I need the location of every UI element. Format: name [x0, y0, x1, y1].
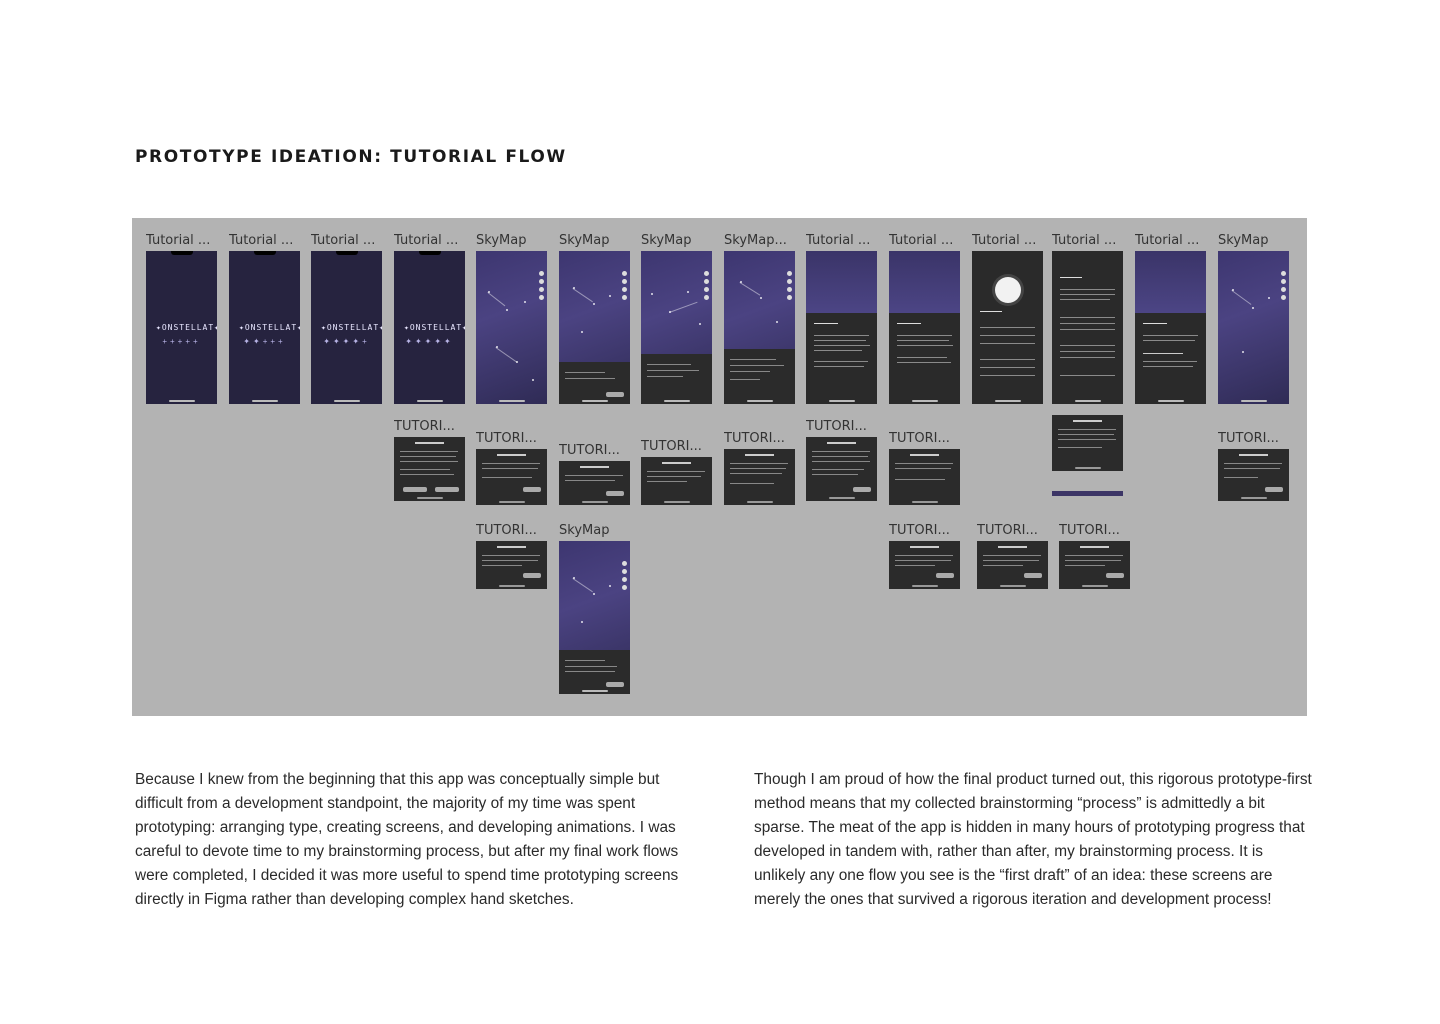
tutorial-card: [1218, 449, 1289, 501]
tutorial-card: [559, 461, 630, 505]
frame-label: TUTORI...: [724, 431, 785, 446]
frame-label: Tutorial ...: [972, 233, 1037, 248]
frame-label: TUTORI...: [1059, 523, 1120, 538]
splash-screen: ✦ONSTELLAT✦ +++++: [146, 251, 217, 404]
frame-label: TUTORI...: [476, 523, 537, 538]
frame-label: SkyMap: [476, 233, 527, 248]
frame-label: SkyMap...: [724, 233, 787, 248]
frame-label: TUTORI...: [806, 419, 867, 434]
frame-label: TUTORI...: [641, 439, 702, 454]
end-tutorial-card: [889, 541, 960, 589]
frame-label: Tutorial ...: [394, 233, 459, 248]
tutorial-card: [476, 449, 547, 505]
frame-label: Tutorial ...: [889, 233, 954, 248]
skymap-screen: [724, 251, 795, 404]
tutorial-card: [724, 449, 795, 505]
frame-label: Tutorial ...: [1135, 233, 1200, 248]
skymap-screen: [476, 251, 547, 404]
end-tutorial-card: [977, 541, 1048, 589]
frame-label: Tutorial ...: [229, 233, 294, 248]
star-attributes-screen: [1052, 251, 1123, 404]
frame-label: SkyMap: [641, 233, 692, 248]
constellation-detail-screen: [806, 251, 877, 404]
tutorial-card: [1052, 415, 1123, 471]
splash-screen: ✦ONSTELLAT✦ ✦✦+++: [229, 251, 300, 404]
end-tutorial-card: [1059, 541, 1130, 589]
frame-label: TUTORI...: [1218, 431, 1279, 446]
tutorial-card: [641, 457, 712, 505]
constellation-detail-screen: [889, 251, 960, 404]
star-observing-screen: [972, 251, 1043, 404]
frame-label: TUTORI...: [977, 523, 1038, 538]
skymap-screen: [559, 251, 630, 404]
frame-label: TUTORI...: [889, 431, 950, 446]
tutorial-card: [806, 437, 877, 501]
frame-label: Tutorial ...: [806, 233, 871, 248]
frame-label: SkyMap: [559, 233, 610, 248]
prototype-board: Tutorial ... Tutorial ... Tutorial ... T…: [132, 218, 1307, 716]
body-paragraph-left: Because I knew from the beginning that t…: [135, 771, 679, 908]
end-tutorial-card: [476, 541, 547, 589]
tutorial-card: [394, 437, 465, 501]
frame-label: TUTORI...: [476, 431, 537, 446]
frame-label: Tutorial ...: [1052, 233, 1117, 248]
body-paragraph-right: Though I am proud of how the final produ…: [754, 771, 1312, 908]
frame-label: SkyMap: [1218, 233, 1269, 248]
skymap-screen: [559, 541, 630, 694]
tutorial-card: [889, 449, 960, 505]
splash-screen: ✦ONSTELLAT✦ ✦✦✦✦✦: [394, 251, 465, 404]
page-heading: PROTOTYPE IDEATION: TUTORIAL FLOW: [135, 147, 567, 167]
frame-label: SkyMap: [559, 523, 610, 538]
frame-label: Tutorial ...: [146, 233, 211, 248]
skymap-screen: [1218, 251, 1289, 404]
frame-label: Tutorial ...: [311, 233, 376, 248]
frame-label: TUTORI...: [559, 443, 620, 458]
splash-screen: ✦ONSTELLAT✦ ✦✦✦✦+: [311, 251, 382, 404]
purple-bar: [1052, 491, 1123, 496]
frame-label: TUTORI...: [394, 419, 455, 434]
constellation-detail-screen: [1135, 251, 1206, 404]
skymap-screen: [641, 251, 712, 404]
frame-label: TUTORI...: [889, 523, 950, 538]
